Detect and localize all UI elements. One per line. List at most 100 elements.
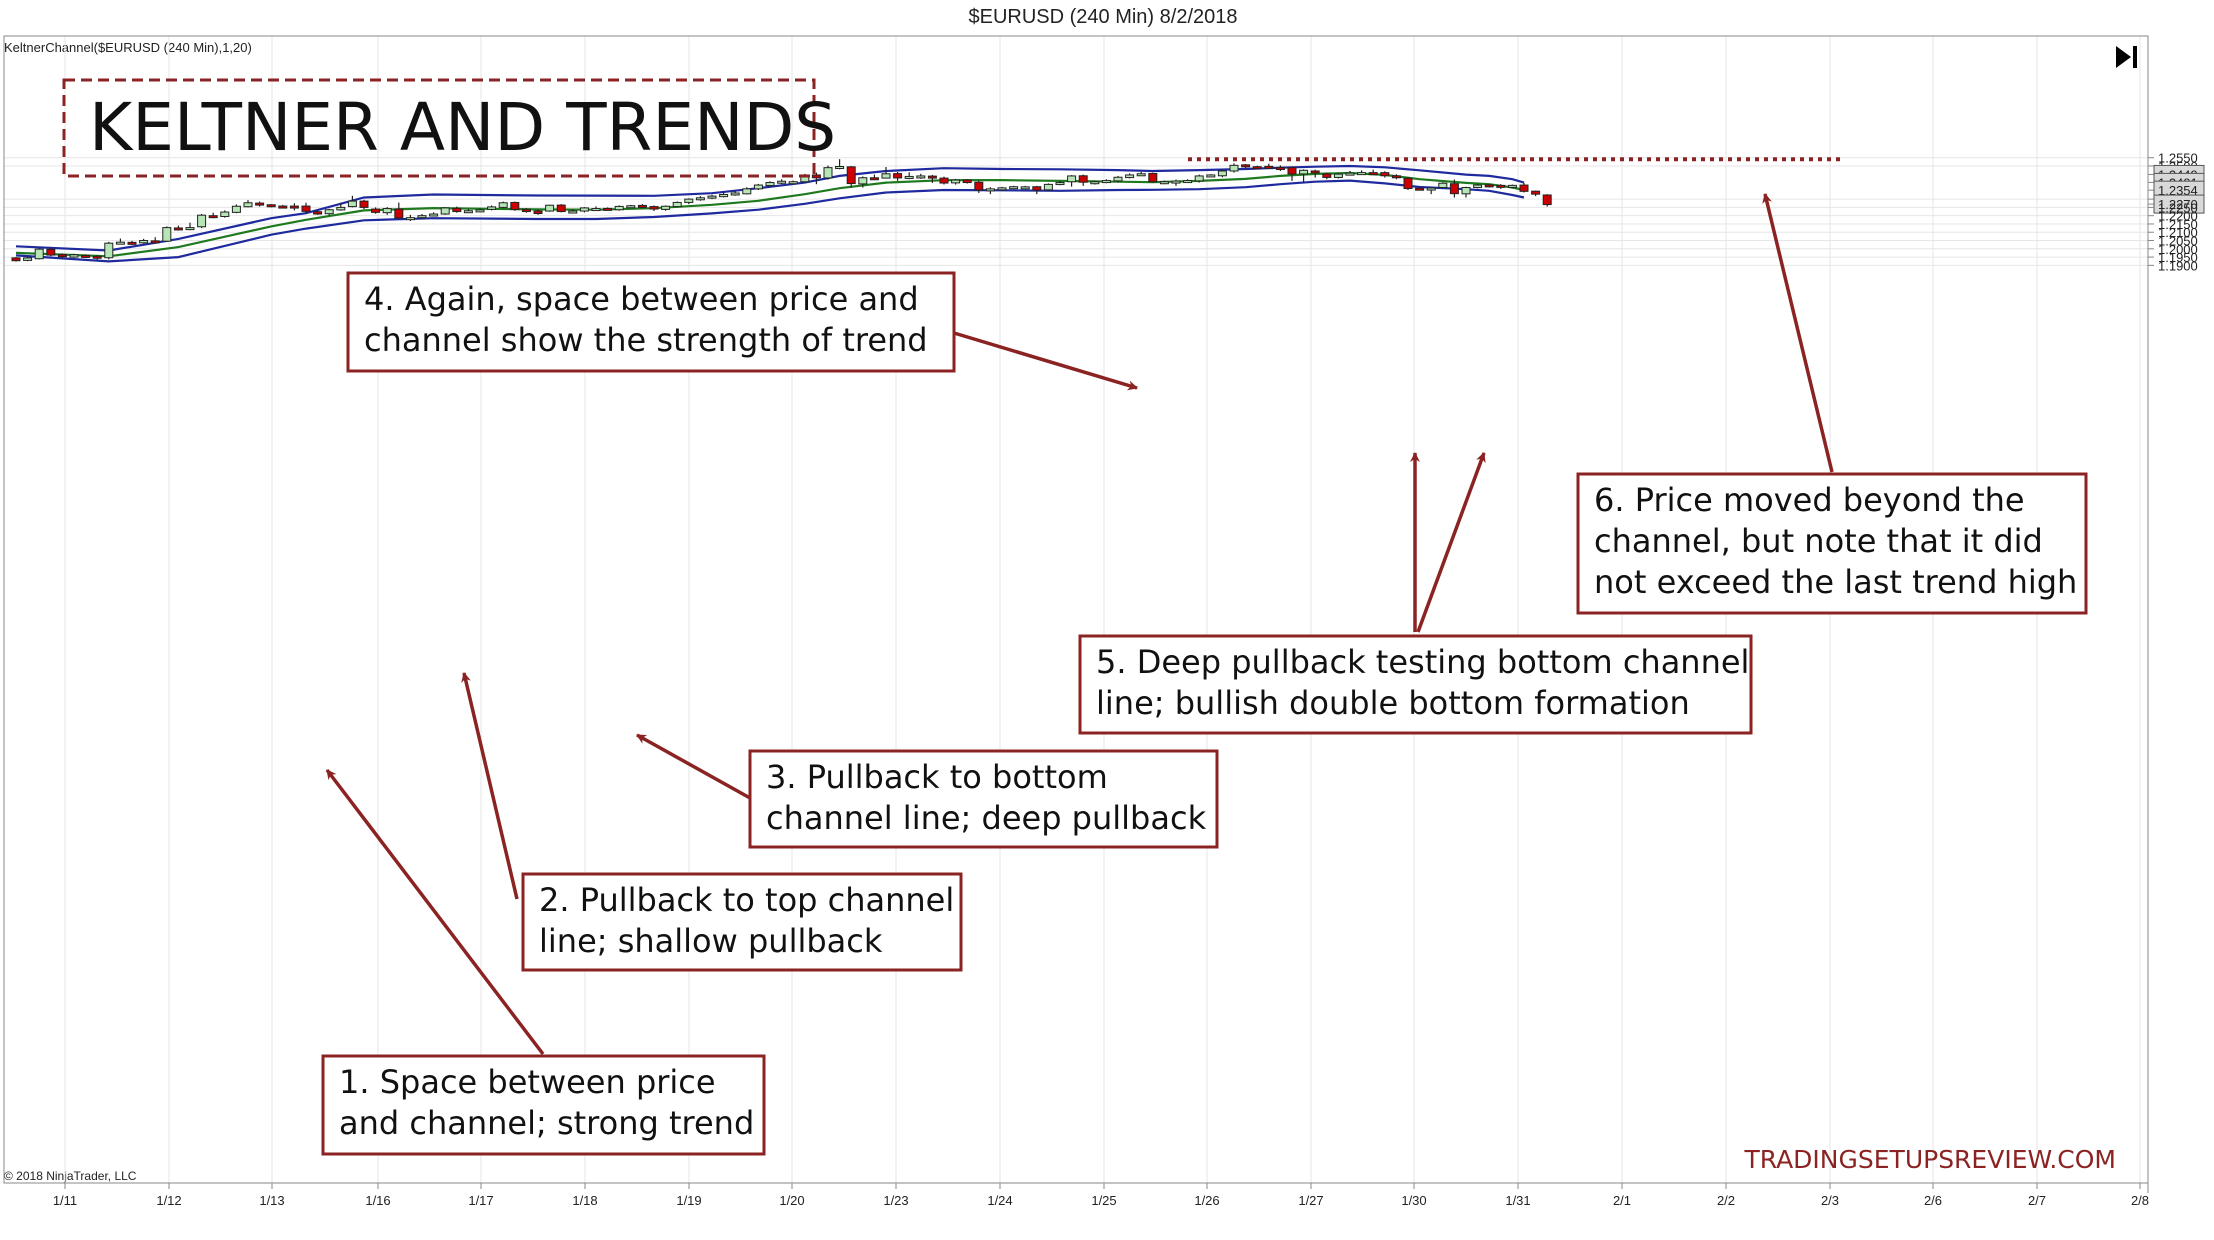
candle bbox=[1484, 184, 1494, 188]
candle-body-bull bbox=[881, 173, 891, 179]
candle bbox=[452, 206, 462, 213]
candle-body-bear bbox=[927, 175, 937, 179]
candle-body-bear bbox=[1542, 194, 1552, 206]
candle bbox=[1322, 172, 1332, 180]
candle bbox=[939, 176, 949, 185]
candle-body-bull bbox=[69, 254, 79, 258]
lower-band-line bbox=[15, 179, 1525, 263]
annotation-a5: 5. Deep pullback testing bottom channell… bbox=[1078, 452, 1753, 735]
candle-body-bull bbox=[220, 211, 230, 218]
candle bbox=[278, 204, 288, 209]
candle bbox=[440, 207, 450, 215]
candle-body-bull bbox=[661, 205, 671, 210]
annotation-arrow bbox=[325, 768, 545, 1056]
candle bbox=[1183, 179, 1193, 184]
annotation-text-line: 3. Pullback to bottom bbox=[766, 758, 1108, 796]
candle-body-bear bbox=[1484, 184, 1494, 188]
x-tick-label: 1/27 bbox=[1298, 1193, 1323, 1208]
candle bbox=[846, 166, 856, 188]
annotation-text-line: 4. Again, space between price and bbox=[364, 280, 919, 318]
candle bbox=[417, 214, 427, 220]
candle-body-bull bbox=[336, 206, 346, 211]
candle-body-bear bbox=[301, 205, 311, 212]
candle-body-bear bbox=[394, 208, 404, 219]
scroll-to-end-icon[interactable] bbox=[2116, 46, 2137, 68]
candle-body-bear bbox=[1310, 170, 1320, 174]
candle bbox=[1391, 174, 1401, 180]
candle-body-bull bbox=[440, 207, 450, 215]
annotation-text-line: channel show the strength of trend bbox=[364, 321, 928, 359]
candle-body-bull bbox=[823, 167, 833, 179]
candle-body-bear bbox=[150, 240, 160, 244]
candle bbox=[1449, 179, 1459, 198]
candle-body-bear bbox=[81, 254, 91, 258]
candle bbox=[1043, 183, 1053, 191]
candle bbox=[127, 240, 137, 245]
candle-body-bull bbox=[707, 195, 717, 199]
candle bbox=[649, 205, 659, 212]
candle-body-bear bbox=[1275, 166, 1285, 170]
candle bbox=[1415, 187, 1425, 191]
candle bbox=[1287, 166, 1297, 181]
candle bbox=[742, 187, 752, 195]
candle bbox=[92, 255, 102, 260]
candle bbox=[1403, 176, 1413, 191]
candle-body-bear bbox=[962, 179, 972, 184]
candle-body-bear bbox=[1496, 184, 1506, 188]
candle bbox=[34, 248, 44, 260]
candle-body-bull bbox=[753, 184, 763, 190]
x-tick-label: 2/6 bbox=[1924, 1193, 1942, 1208]
x-tick-label: 1/11 bbox=[53, 1193, 77, 1208]
candle-body-bear bbox=[1032, 186, 1042, 191]
annotation-text-line: 1. Space between price bbox=[339, 1063, 716, 1101]
candle-body-bull bbox=[1009, 186, 1019, 190]
candle bbox=[1252, 165, 1262, 170]
candle bbox=[533, 209, 543, 215]
candle-body-bear bbox=[371, 208, 381, 213]
candle-body-bear bbox=[92, 255, 102, 259]
candle-body-bear bbox=[1519, 184, 1529, 192]
copyright-label: © 2018 NinjaTrader, LLC bbox=[4, 1169, 137, 1183]
candle-body-bear bbox=[1078, 175, 1088, 183]
candle-body-bear bbox=[127, 241, 137, 245]
candlesticks bbox=[11, 159, 1552, 262]
candle bbox=[1531, 190, 1541, 197]
candle bbox=[1380, 171, 1390, 178]
candle-body-bull bbox=[858, 177, 868, 185]
candle-body-bull bbox=[162, 227, 172, 242]
candle bbox=[835, 159, 845, 170]
candle-body-bear bbox=[521, 208, 531, 213]
x-tick-label: 1/16 bbox=[365, 1193, 390, 1208]
candle-body-bull bbox=[1206, 174, 1216, 178]
candle bbox=[1368, 169, 1378, 176]
candle bbox=[603, 207, 613, 211]
y-tick-label: 1.1950 bbox=[2158, 250, 2198, 265]
annotation-arrow bbox=[953, 331, 1138, 391]
candle bbox=[1206, 174, 1216, 178]
candle bbox=[1078, 174, 1088, 186]
candle-body-bull bbox=[1055, 182, 1065, 186]
y-tick-label: 1.2550 bbox=[2158, 151, 2198, 166]
candle bbox=[695, 196, 705, 201]
candle bbox=[1299, 169, 1309, 183]
indicator-label: KeltnerChannel($EURUSD (240 Min),1,20) bbox=[4, 40, 252, 55]
candle bbox=[985, 187, 995, 195]
candle-body-bull bbox=[185, 227, 195, 231]
candle bbox=[869, 174, 879, 181]
candle-body-bull bbox=[231, 205, 241, 213]
candle-body-bear bbox=[510, 201, 520, 211]
candle-body-bull bbox=[1299, 169, 1309, 175]
y-tick-label: 1.2270 bbox=[2158, 197, 2198, 212]
candle-body-bear bbox=[1287, 167, 1297, 175]
y-tick-label: 1.2000 bbox=[2158, 242, 2198, 257]
candle bbox=[591, 206, 601, 212]
candle-body-bear bbox=[1391, 175, 1401, 179]
x-tick-label: 2/7 bbox=[2028, 1193, 2046, 1208]
candle bbox=[1345, 170, 1355, 176]
candle-body-bull bbox=[324, 209, 334, 215]
candle-body-bull bbox=[1067, 175, 1077, 183]
candle-body-bull bbox=[1426, 187, 1436, 191]
